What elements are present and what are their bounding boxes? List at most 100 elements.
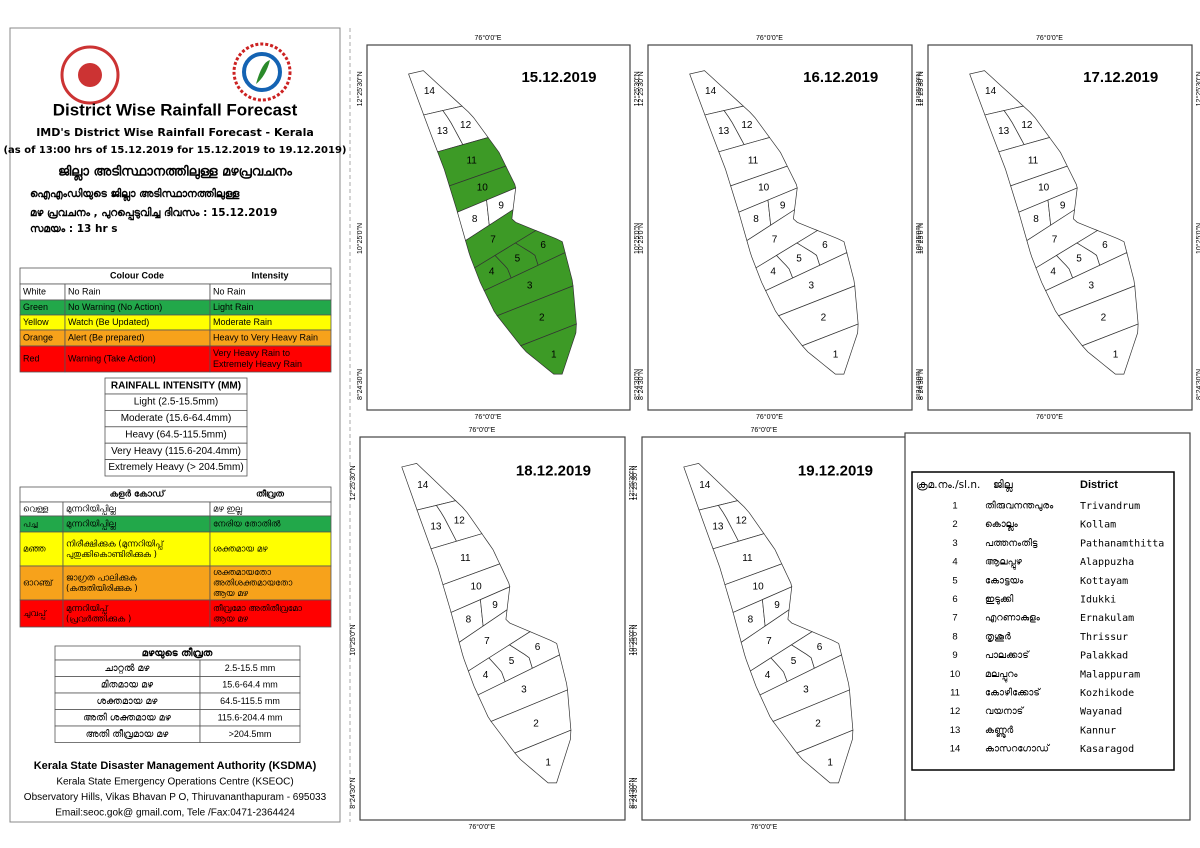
- sl-no: 13: [950, 725, 961, 736]
- cell-text: ആയ മഴ: [213, 589, 249, 599]
- lon-label: 76°0'0"E: [468, 823, 495, 831]
- district-en: Kasaragod: [1080, 744, 1134, 755]
- sl-no: 9: [952, 650, 957, 661]
- lat-label: 12°25'30"N: [356, 71, 364, 106]
- cell-text: ശക്തമായ മഴ: [96, 696, 158, 707]
- district-en: Kollam: [1080, 520, 1116, 531]
- district: [520, 323, 577, 375]
- district-ml: ആലപ്പുഴ: [985, 557, 1023, 570]
- district-ml: കോട്ടയം: [985, 575, 1024, 586]
- lat-label: 8°24'30"N: [917, 369, 925, 400]
- district-number: 12: [736, 516, 748, 527]
- district-number: 12: [741, 120, 753, 131]
- cell-text: അതി ശക്തമായ മഴ: [83, 712, 172, 724]
- lat-label: 12°25'30"N: [628, 465, 636, 500]
- cell-text: ഓറഞ്ച്: [23, 578, 54, 589]
- lat-label: 10°25'0"N: [915, 223, 923, 254]
- lon-label: 76°0'0"E: [468, 426, 495, 434]
- district-ml: തൃശൂർ: [985, 631, 1011, 642]
- cell-text: 64.5-115.5 mm: [220, 696, 280, 706]
- district-number: 1: [545, 757, 551, 768]
- ksdma-logo: [232, 42, 292, 102]
- district-number: 1: [827, 757, 833, 768]
- sl-no: 7: [952, 613, 957, 624]
- lon-label: 76°0'0"E: [756, 34, 783, 42]
- cell-text: നിരീക്ഷിക്കുക (മുന്നറിയിപ്പ്: [66, 538, 164, 549]
- district-number: 3: [527, 281, 533, 292]
- footer-org: Kerala State Disaster Management Authori…: [34, 760, 317, 772]
- map-date: 15.12.2019: [521, 69, 596, 86]
- th: District: [1080, 479, 1118, 491]
- intensity-text: Very Heavy (115.6-204.4mm): [111, 446, 241, 457]
- district-en: Malappuram: [1080, 669, 1140, 680]
- district-number: 2: [533, 718, 539, 729]
- cell-text: Moderate Rain: [213, 317, 272, 327]
- district-en: Kozhikode: [1080, 688, 1134, 699]
- cell: [19, 599, 64, 628]
- ml-line: മഴ പ്രവചനം , പുറപ്പെടുവിച്ച ദിവസം : 15.1…: [30, 206, 277, 220]
- intensity-text: Heavy (64.5-115.5mm): [125, 429, 227, 440]
- sl-no: 11: [950, 688, 960, 699]
- district-ml: വയനാട്: [985, 705, 1025, 717]
- lat-label: 12°25'30"N: [631, 465, 639, 500]
- cell-text: മുന്നറിയിപ്പില്ല: [66, 504, 116, 515]
- cell: [64, 345, 211, 373]
- cell-text: ജാഗ്രത പാലിക്കുക: [66, 572, 137, 583]
- ml-line: സമയം : 13 hr s: [30, 223, 118, 235]
- cell: [209, 599, 332, 628]
- sl-no: 4: [952, 557, 957, 568]
- sl-no: 1: [952, 501, 957, 512]
- district-number: 10: [758, 183, 770, 194]
- district-number: 14: [705, 86, 717, 97]
- cell-text: ആയ മഴ: [213, 614, 249, 624]
- map-date: 17.12.2019: [1083, 69, 1158, 86]
- cell-text: മിതമായ മഴ: [101, 679, 154, 691]
- district-number: 1: [833, 350, 839, 361]
- district-number: 7: [772, 234, 778, 245]
- th: തീവ്രത: [256, 488, 284, 500]
- district-en: Trivandrum: [1080, 501, 1140, 512]
- district-number: 7: [1052, 234, 1058, 245]
- cell-text: Light Rain: [213, 302, 254, 312]
- lat-label: 10°25'0"N: [637, 223, 645, 254]
- sl-no: 8: [952, 631, 957, 642]
- cell-text: അതി തീവ്രമായ മഴ: [86, 728, 170, 740]
- district-number: 2: [815, 718, 821, 729]
- sl-no: 6: [952, 594, 957, 605]
- district-ml: പത്തനംതിട്ട: [985, 537, 1038, 549]
- district: [514, 729, 572, 784]
- district-number: 8: [472, 214, 478, 225]
- district-number: 6: [540, 240, 546, 251]
- district: [801, 323, 859, 375]
- district-ml: എറണാകുളം: [985, 613, 1041, 624]
- lon-label: 76°0'0"E: [475, 413, 502, 421]
- district-number: 7: [484, 636, 490, 647]
- cell-text: തീവ്രമോ അതിതീവ്രമോ: [213, 603, 303, 614]
- intensity-row: [104, 459, 248, 477]
- district-ml: മലപ്പുറം: [985, 669, 1019, 682]
- map-date: 16.12.2019: [803, 69, 878, 86]
- district-number: 5: [515, 253, 521, 264]
- lon-label: 76°0'0"E: [1036, 413, 1063, 421]
- district-number: 6: [822, 240, 828, 251]
- intensity-text: Moderate (15.6-64.4mm): [121, 413, 232, 424]
- sl-no: 2: [952, 519, 957, 530]
- cell-text: Orange: [23, 332, 53, 342]
- th: ക്രമ.നം./sl.n.: [916, 479, 980, 491]
- district-number: 13: [712, 522, 724, 533]
- lat-label: 12°25'30"N: [633, 71, 641, 106]
- ml-line: ഐഎംഡിയുടെ ജില്ലാ അടിസ്ഥാനത്തിലുള്ള: [30, 187, 241, 203]
- cell-text: നേരിയ തോതിൽ: [213, 519, 282, 530]
- district-number: 6: [535, 642, 541, 653]
- ml-table-header: [19, 486, 332, 503]
- district-number: 10: [471, 582, 483, 593]
- cell: [62, 565, 211, 601]
- map-date: 19.12.2019: [798, 462, 873, 479]
- th: ജില്ല: [993, 479, 1014, 493]
- district-number: 11: [748, 156, 759, 167]
- district-ml: കോഴിക്കോട്: [985, 687, 1042, 699]
- district-number: 8: [466, 615, 472, 626]
- cell: [62, 599, 211, 628]
- sl-no: 5: [952, 575, 957, 586]
- cell-text: 115.6-204.4 mm: [218, 712, 283, 722]
